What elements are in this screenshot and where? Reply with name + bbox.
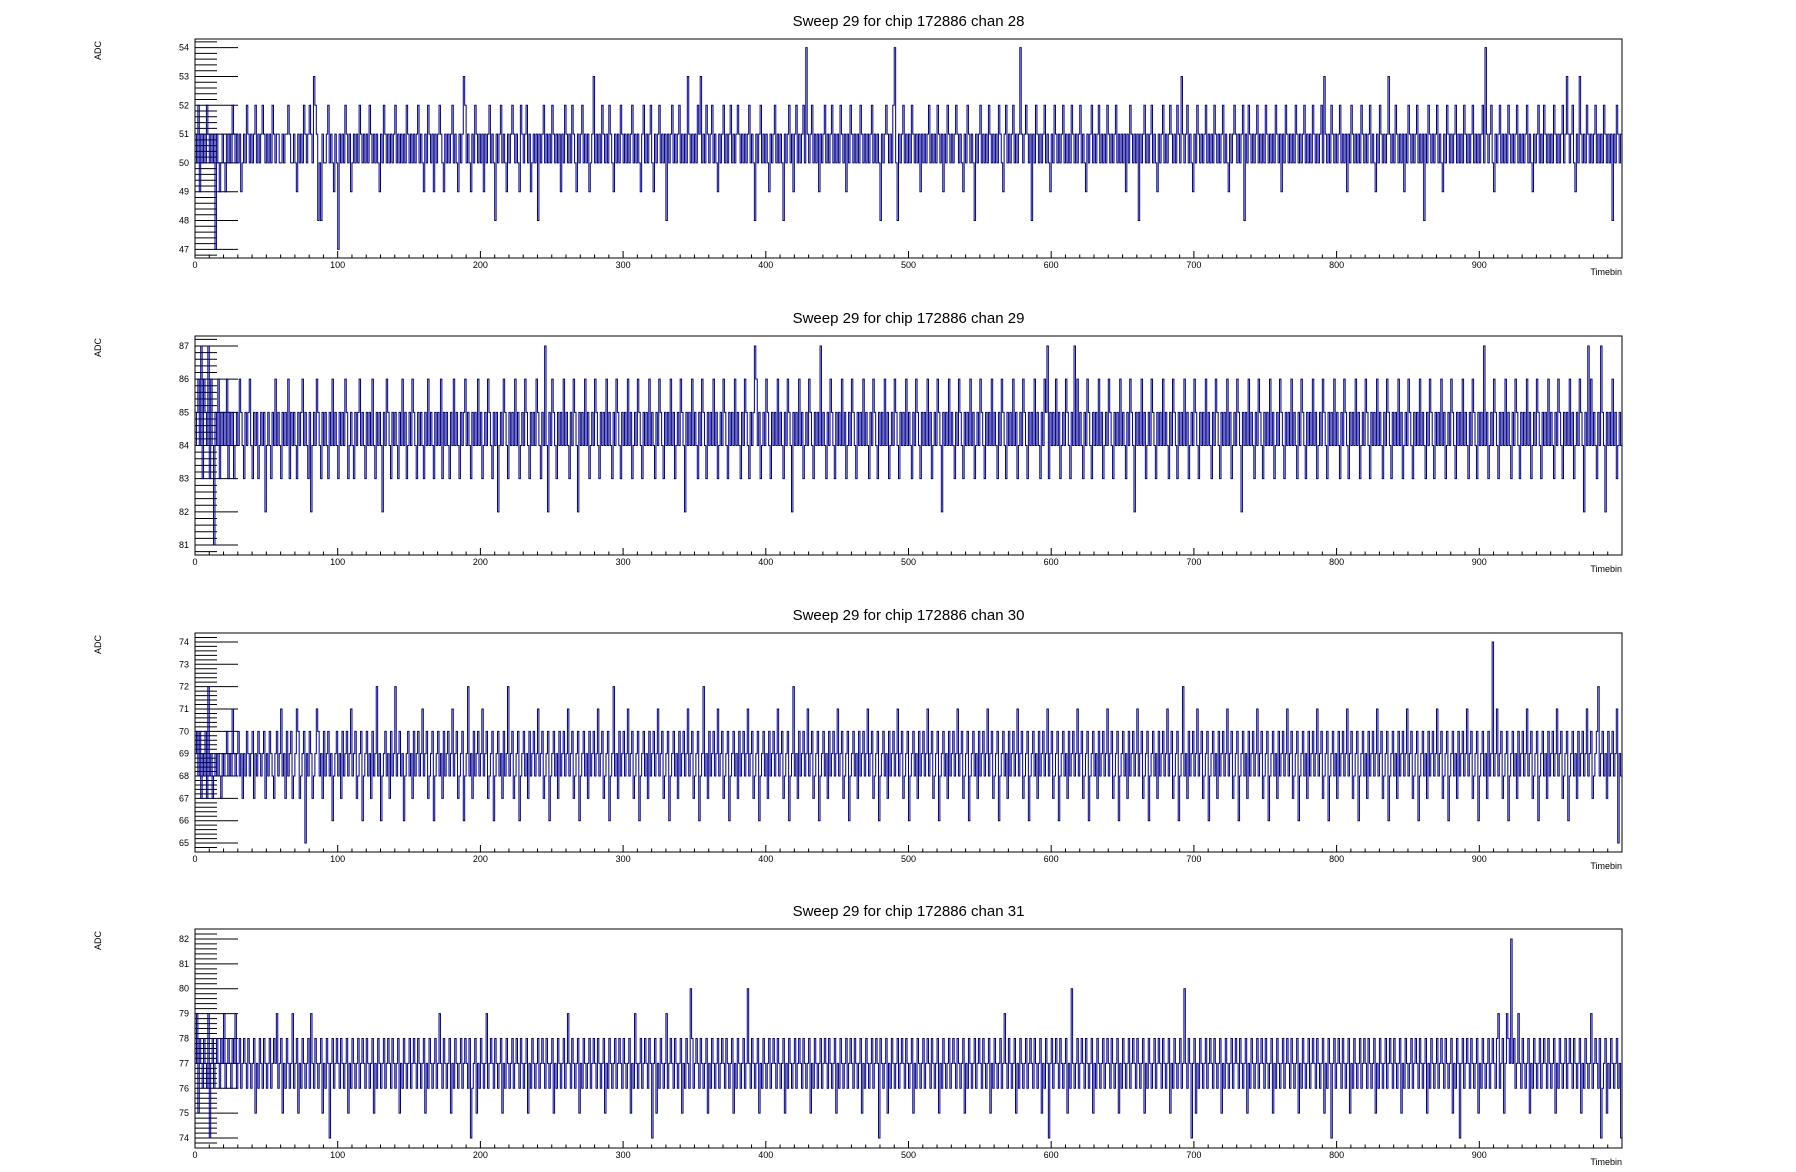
chart-title: Sweep 29 for chip 172886 chan 29 [793, 310, 1025, 327]
y-tick-label: 50 [179, 158, 189, 168]
x-tick-label: 300 [616, 557, 631, 567]
x-tick-label: 800 [1329, 557, 1344, 567]
y-tick-label: 81 [179, 540, 189, 550]
y-tick-label: 76 [179, 1083, 189, 1093]
x-tick-label: 700 [1186, 260, 1201, 270]
x-tick-label: 800 [1329, 854, 1344, 864]
y-tick-label: 84 [179, 441, 189, 451]
x-tick-label: 100 [330, 260, 345, 270]
chart-panel-0: Sweep 29 for chip 172886 chan 28 ADC Timeb… [93, 13, 1623, 277]
y-tick-label: 80 [179, 984, 189, 994]
x-tick-label: 700 [1186, 557, 1201, 567]
x-tick-label: 900 [1472, 557, 1487, 567]
x-tick-label: 200 [473, 557, 488, 567]
y-tick-label: 66 [179, 816, 189, 826]
chart-panel-1: Sweep 29 for chip 172886 chan 29 ADC Timeb… [93, 310, 1623, 574]
chart-title: Sweep 29 for chip 172886 chan 30 [793, 607, 1025, 624]
y-tick-label: 81 [179, 959, 189, 969]
chart-title: Sweep 29 for chip 172886 chan 31 [793, 903, 1025, 920]
x-tick-label: 400 [758, 854, 773, 864]
y-tick-label: 74 [179, 1133, 189, 1143]
x-tick-label: 600 [1044, 557, 1059, 567]
x-tick-label: 200 [473, 1150, 488, 1160]
x-tick-label: 500 [901, 260, 916, 270]
x-tick-label: 100 [330, 557, 345, 567]
x-tick-label: 500 [901, 1150, 916, 1160]
series-line-0 [195, 641, 1622, 844]
y-tick-label: 68 [179, 771, 189, 781]
x-tick-label: 900 [1472, 854, 1487, 864]
x-axis-label: Timebin [1590, 861, 1622, 871]
y-tick-label: 52 [179, 100, 189, 110]
y-axis-label: ADC [93, 41, 103, 61]
x-tick-label: 700 [1186, 854, 1201, 864]
x-tick-label: 0 [192, 260, 197, 270]
series-line-0 [195, 345, 1622, 546]
y-tick-label: 85 [179, 407, 189, 417]
x-tick-label: 900 [1472, 260, 1487, 270]
y-tick-label: 51 [179, 129, 189, 139]
y-tick-label: 77 [179, 1058, 189, 1068]
x-tick-label: 900 [1472, 1150, 1487, 1160]
x-tick-label: 200 [473, 260, 488, 270]
series-line-0 [195, 938, 1622, 1139]
y-axis-label: ADC [93, 338, 103, 358]
x-tick-label: 100 [330, 854, 345, 864]
x-tick-label: 400 [758, 260, 773, 270]
x-tick-label: 200 [473, 854, 488, 864]
x-tick-label: 500 [901, 557, 916, 567]
y-tick-label: 71 [179, 704, 189, 714]
x-tick-label: 300 [616, 1150, 631, 1160]
x-tick-label: 800 [1329, 1150, 1344, 1160]
series-line-0 [195, 47, 1622, 250]
chart-panel-2: Sweep 29 for chip 172886 chan 30 ADC Timeb… [93, 607, 1623, 871]
y-tick-label: 74 [179, 637, 189, 647]
y-tick-label: 69 [179, 749, 189, 759]
x-tick-label: 300 [616, 854, 631, 864]
y-tick-label: 87 [179, 341, 189, 351]
x-tick-label: 800 [1329, 260, 1344, 270]
y-tick-label: 49 [179, 187, 189, 197]
x-tick-label: 500 [901, 854, 916, 864]
x-tick-label: 600 [1044, 260, 1059, 270]
y-tick-label: 73 [179, 659, 189, 669]
y-tick-label: 75 [179, 1108, 189, 1118]
y-tick-label: 67 [179, 793, 189, 803]
y-axis-label: ADC [93, 635, 103, 655]
x-axis-label: Timebin [1590, 564, 1622, 574]
y-tick-label: 54 [179, 43, 189, 53]
y-tick-label: 82 [179, 507, 189, 517]
y-tick-label: 83 [179, 474, 189, 484]
x-axis-label: Timebin [1590, 267, 1622, 277]
x-tick-label: 300 [616, 260, 631, 270]
y-tick-label: 47 [179, 244, 189, 254]
x-tick-label: 600 [1044, 1150, 1059, 1160]
y-axis-label: ADC [93, 931, 103, 951]
x-tick-label: 400 [758, 1150, 773, 1160]
y-tick-label: 48 [179, 216, 189, 226]
x-tick-label: 0 [192, 854, 197, 864]
x-tick-label: 0 [192, 1150, 197, 1160]
y-tick-label: 82 [179, 934, 189, 944]
x-tick-label: 400 [758, 557, 773, 567]
chart-title: Sweep 29 for chip 172886 chan 28 [793, 13, 1025, 30]
x-tick-label: 100 [330, 1150, 345, 1160]
x-axis-label: Timebin [1590, 1157, 1622, 1167]
y-tick-label: 72 [179, 682, 189, 692]
y-tick-label: 78 [179, 1034, 189, 1044]
x-tick-label: 600 [1044, 854, 1059, 864]
y-tick-label: 53 [179, 71, 189, 81]
y-tick-label: 79 [179, 1009, 189, 1019]
x-tick-label: 0 [192, 557, 197, 567]
y-tick-label: 86 [179, 374, 189, 384]
x-tick-label: 700 [1186, 1150, 1201, 1160]
y-tick-label: 70 [179, 726, 189, 736]
chart-panel-3: Sweep 29 for chip 172886 chan 31 ADC Timeb… [93, 903, 1623, 1167]
y-tick-label: 65 [179, 838, 189, 848]
